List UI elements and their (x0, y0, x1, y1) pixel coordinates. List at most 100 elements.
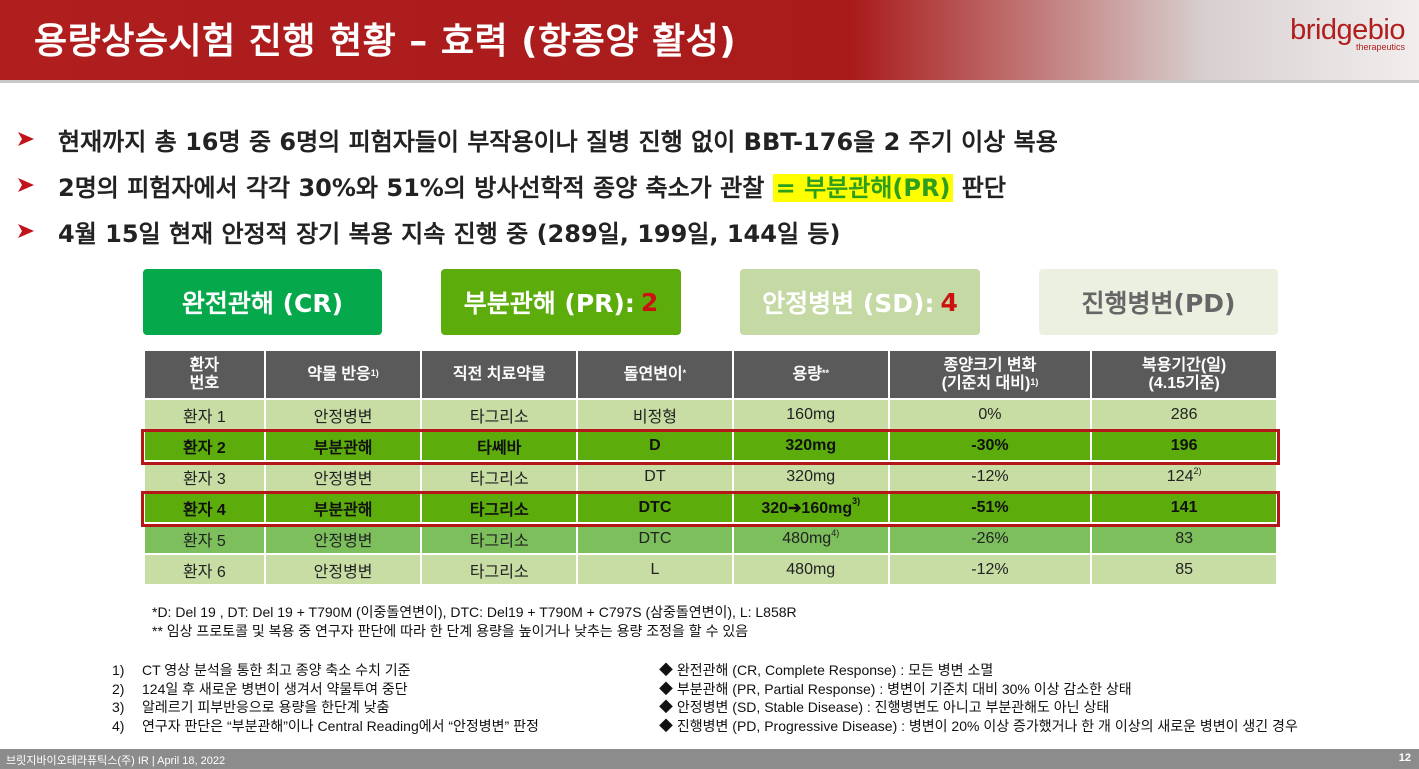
table-row: 환자 2 부분관해 타쎄바 D 320mg -30% 196 (143, 429, 1278, 462)
cell-text: 320mg (785, 436, 837, 454)
footnote-mark: 4) (831, 527, 840, 538)
cell-text: D (649, 436, 661, 454)
bullet-text-main: 2명의 피험자에서 각각 30%와 51%의 방사선학적 종양 축소가 관찰 (58, 173, 773, 202)
table-row: 환자 6 안정병변 타그리소 L 480mg -12% 85 (143, 553, 1278, 586)
cell-change: -12% (887, 460, 1093, 493)
table-row: 환자 5 안정병변 타그리소 DTC 480mg4) -26% 83 (143, 522, 1278, 555)
header-divider (0, 80, 1419, 83)
footnote-item: 4) 연구자 판단은 “부분관해”이나 Central Reading에서 “안정… (112, 717, 539, 736)
note-line: *D: Del 19 , DT: Del 19 + T790M (이중돌연변이)… (152, 604, 797, 620)
col-header-prior: 직전 치료약물 (420, 349, 579, 400)
chevron-bullet-icon (18, 132, 34, 146)
status-label: 안정병변 (SD): (762, 289, 935, 318)
cell-text: 환자 5 (182, 532, 226, 550)
footnote-mark: * (682, 367, 687, 378)
table-row: 환자 3 안정병변 타그리소 DT 320mg -12% 1242) (143, 460, 1278, 493)
footnote-text: 연구자 판단은 “부분관해”이나 Central Reading에서 “안정병변… (142, 717, 539, 734)
definition-item: ◆ 안정병변 (SD, Stable Disease) : 진행병변도 아니고 … (659, 699, 1110, 715)
cell-patient: 환자 2 (143, 429, 266, 462)
cell-change: -30% (887, 429, 1093, 462)
cell-text: L (650, 560, 660, 578)
footnote-num: 4) (112, 717, 125, 734)
cell-text: 83 (1175, 529, 1194, 547)
status-label: 완전관해 (CR) (181, 289, 344, 318)
cell-text: 85 (1175, 560, 1194, 578)
footnote-list: 1) CT 영상 분석을 통한 최고 종양 축소 수치 기준 2) 124일 후 새… (112, 661, 539, 735)
cell-patient: 환자 3 (143, 460, 266, 493)
cell-text: 비정형 (632, 408, 678, 426)
footnote-num: 1) (112, 662, 125, 678)
cell-text: 환자 2 (182, 439, 226, 457)
footnote-num: 3) (112, 699, 125, 715)
cell-duration: 83 (1090, 522, 1278, 555)
cell-text: -12% (971, 467, 1009, 485)
cell-text: 타쎄바 (477, 439, 522, 457)
footnote-item: 1) CT 영상 분석을 통한 최고 종양 축소 수치 기준 (112, 661, 539, 680)
cell-text: 타그리소 (469, 470, 529, 488)
footer-company-date: 브릿지바이오테라퓨틱스(주) IR | April 18, 2022 (6, 755, 226, 767)
cell-mutation: 비정형 (576, 398, 734, 431)
col-header-mutation: 돌연변이* (576, 349, 734, 400)
cell-duration: 141 (1090, 491, 1278, 524)
col-header-response: 약물 반응1) (263, 349, 423, 400)
footnote-mark: 2) (1193, 465, 1202, 476)
cell-text: 160mg (786, 405, 836, 423)
table-row: 환자 1 안정병변 타그리소 비정형 160mg 0% 286 (143, 398, 1278, 431)
status-count: 2 (640, 287, 659, 317)
cell-text: 부분관해 (313, 439, 373, 457)
status-label: 진행병변(PD) (1081, 289, 1236, 318)
col-header-text: 약물 반응 (307, 365, 371, 383)
cell-dose: 320➔160mg3) (731, 491, 890, 524)
status-box-sd: 안정병변 (SD): 4 (740, 269, 980, 335)
cell-text: 안정병변 (313, 470, 373, 488)
footnote-mark: 3) (852, 495, 861, 506)
note-line: ** 임상 프로토콜 및 복용 중 연구자 판단에 따라 한 단계 용량을 높이… (152, 623, 749, 639)
status-label: 부분관해 (PR): (463, 289, 635, 318)
cell-text: 타그리소 (469, 563, 529, 581)
cell-change: -12% (887, 553, 1093, 586)
bullet-text-suffix: 판단 (953, 173, 1006, 202)
status-box-pr: 부분관해 (PR): 2 (441, 269, 681, 335)
bridgebio-logo: bridgebio therapeutics (1290, 16, 1405, 53)
cell-text: -30% (971, 436, 1009, 454)
cell-text: 124 (1166, 467, 1194, 485)
col-header-change: 종양크기 변화 (기준치 대비)1) (887, 349, 1093, 400)
cell-text: 타그리소 (469, 501, 529, 519)
bullet-item: 4월 15일 현재 안정적 장기 복용 지속 진행 중 (289일, 199일,… (16, 208, 1058, 254)
col-header-text: 복용기간(일) (4.15기준) (1142, 356, 1227, 392)
definition-item: ◆ 부분관해 (PR, Partial Response) : 병변이 기준치 … (659, 680, 1132, 697)
col-header-text: 종양크기 변화 (기준치 대비) (941, 356, 1037, 392)
cell-response: 안정병변 (263, 460, 423, 493)
cell-text: 320➔160mg (761, 499, 853, 517)
cell-change: -26% (887, 522, 1093, 555)
page-title: 용량상승시험 진행 현황 – 효력 (항종양 활성) (34, 21, 737, 62)
cell-response: 안정병변 (263, 522, 423, 555)
bullet-text: 2명의 피험자에서 각각 30%와 51%의 방사선학적 종양 축소가 관찰 =… (58, 168, 1006, 203)
cell-prior: 타그리소 (420, 398, 579, 431)
cell-text: -12% (971, 560, 1009, 578)
cell-text: 286 (1170, 405, 1198, 423)
cell-prior: 타쎄바 (420, 429, 579, 462)
cell-text: 480mg (782, 529, 832, 547)
cell-text: 환자 6 (182, 563, 226, 581)
cell-response: 부분관해 (263, 429, 423, 462)
cell-response: 안정병변 (263, 398, 423, 431)
footnote-text: CT 영상 분석을 통한 최고 종양 축소 수치 기준 (142, 662, 411, 678)
table-row: 환자 4 부분관해 타그리소 DTC 320➔160mg3) -51% 141 (143, 491, 1278, 524)
cell-text: 안정병변 (313, 408, 373, 426)
cell-text: 0% (978, 405, 1002, 423)
col-header-duration: 복용기간(일) (4.15기준) (1090, 349, 1278, 400)
col-header-patient: 환자 번호 (143, 349, 266, 400)
cell-prior: 타그리소 (420, 553, 579, 586)
cell-prior: 타그리소 (420, 522, 579, 555)
footnote-num: 2) (112, 680, 125, 697)
cell-text: 환자 4 (182, 501, 226, 519)
col-header-text: 직전 치료약물 (452, 365, 546, 383)
definition-list: ◆ 완전관해 (CR, Complete Response) : 모든 병변 소… (659, 661, 1298, 735)
footnote-mark: 1) (370, 367, 379, 378)
cell-text: 141 (1170, 498, 1198, 516)
cell-text: -51% (971, 498, 1009, 516)
cell-duration: 85 (1090, 553, 1278, 586)
cell-dose: 480mg (731, 553, 890, 586)
cell-mutation: DTC (576, 522, 734, 555)
